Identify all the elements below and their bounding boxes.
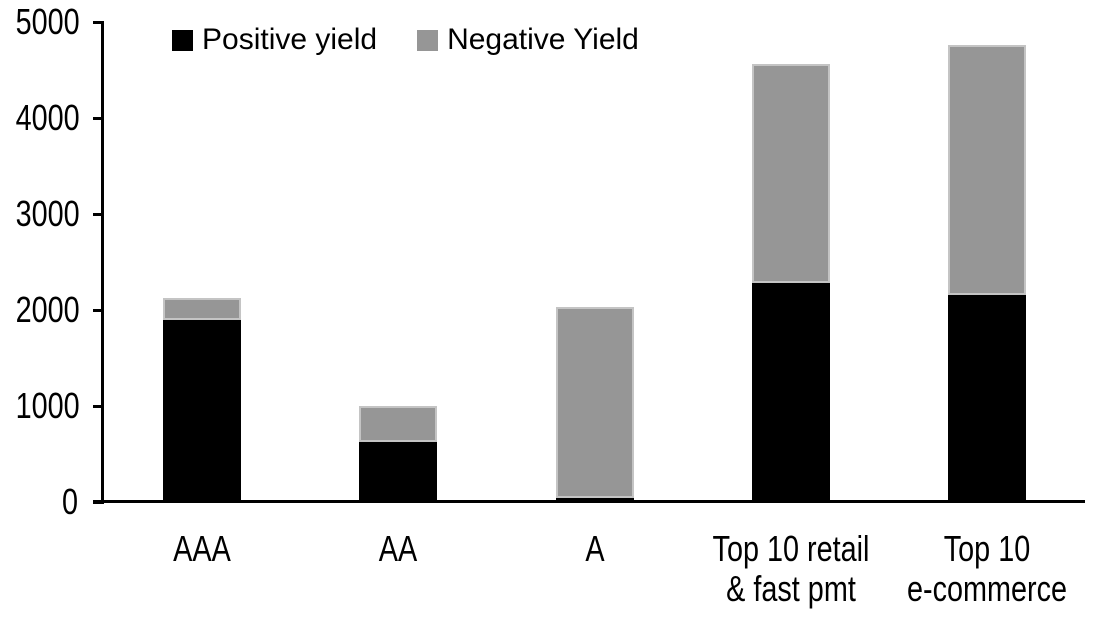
chart-legend: Positive yield Negative Yield [172, 25, 639, 55]
bar-segment-top-10-retail-fast-pmt-negative-yield [751, 64, 830, 284]
x-category-label-top-10-e-commerce: Top 10 e-commerce [906, 528, 1067, 609]
y-tick-mark-2000 [93, 308, 104, 312]
bar-segment-a-negative-yield [555, 307, 634, 499]
legend-swatch-negative-yield [417, 29, 439, 51]
y-tick-mark-4000 [93, 116, 104, 120]
legend-item-positive-yield: Positive yield [172, 25, 377, 55]
legend-label-positive-yield: Positive yield [202, 23, 378, 56]
y-tick-label-1000: 1000 [15, 385, 80, 426]
y-tick-label-5000: 5000 [15, 1, 80, 42]
y-tick-label-2000: 2000 [15, 289, 80, 330]
x-category-label-aaa: AAA [173, 528, 231, 569]
bar-segment-aaa-positive-yield [163, 319, 242, 502]
y-tick-mark-1000 [93, 404, 104, 408]
bar-segment-top-10-e-commerce-negative-yield [947, 45, 1026, 295]
x-category-label-aa: AA [379, 528, 418, 569]
bar-segment-top-10-e-commerce-positive-yield [947, 294, 1026, 502]
bar-segment-top-10-retail-fast-pmt-positive-yield [751, 283, 830, 502]
y-tick-label-4000: 4000 [15, 97, 80, 138]
y-tick-label-3000: 3000 [15, 193, 80, 234]
bar-segment-a-positive-yield [555, 498, 634, 502]
y-tick-label-0: 0 [61, 481, 78, 522]
y-tick-mark-3000 [93, 212, 104, 216]
legend-label-negative-yield: Negative Yield [447, 23, 639, 56]
bar-segment-aa-negative-yield [359, 406, 438, 443]
legend-item-negative-yield: Negative Yield [417, 25, 639, 55]
bar-segment-aaa-negative-yield [163, 297, 242, 320]
legend-swatch-positive-yield [172, 29, 193, 51]
y-axis-line [101, 21, 104, 503]
bar-segment-aa-positive-yield [359, 442, 438, 502]
x-category-label-a: A [584, 528, 605, 569]
x-category-label-top-10-retail-fast-pmt: Top 10 retail & fast pmt [712, 528, 870, 609]
y-tick-mark-5000 [93, 20, 104, 24]
